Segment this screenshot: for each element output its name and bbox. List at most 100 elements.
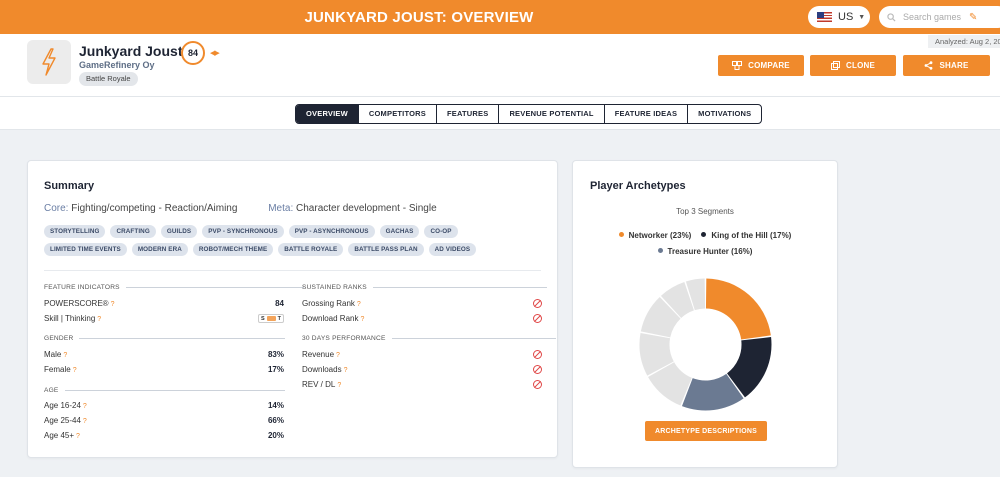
help-icon[interactable]: ?: [72, 367, 77, 374]
feature-tag[interactable]: PVP - SYNCHRONOUS: [202, 225, 284, 238]
tab-competitors[interactable]: COMPETITORS: [357, 105, 436, 123]
powerscore-badge: 84: [181, 41, 205, 65]
archetypes-title: Player Archetypes: [590, 180, 686, 192]
revenue-row: Revenue?: [302, 348, 542, 361]
feature-tag[interactable]: GUILDS: [160, 225, 198, 238]
feature-tag[interactable]: BATTLE PASS PLAN: [348, 243, 424, 256]
donut-segment-4[interactable]: [648, 362, 692, 406]
legend-label: King of the Hill (17%): [711, 231, 792, 240]
help-icon[interactable]: ?: [337, 382, 342, 389]
help-icon[interactable]: ?: [110, 301, 115, 308]
donut-segment-2[interactable]: [727, 337, 772, 398]
powerscore-value: 84: [275, 299, 284, 308]
help-icon[interactable]: ?: [97, 316, 102, 323]
skill-thinking-indicator: S T: [257, 314, 284, 323]
feature-tag[interactable]: MODERN ERA: [131, 243, 188, 256]
help-icon[interactable]: ?: [82, 418, 87, 425]
search-input[interactable]: Search games: [903, 12, 962, 22]
legend-item-king-of-the-hill: King of the Hill (17%): [701, 231, 791, 240]
age-label: AGE: [44, 387, 285, 394]
tab-motivations[interactable]: MOTIVATIONS: [687, 105, 761, 123]
feature-tag[interactable]: GACHAS: [379, 225, 420, 238]
row-label: Age 45+: [44, 431, 75, 440]
summary-card: Summary Core: Fighting/competing - React…: [27, 160, 558, 458]
age-row-45-plus: Age 45+? 20%: [44, 429, 284, 442]
top-bar: JUNKYARD JOUST: OVERVIEW US ▼ Search gam…: [0, 0, 1000, 34]
donut-segment-6[interactable]: [640, 296, 681, 338]
tab-bar: OVERVIEW COMPETITORS FEATURES REVENUE PO…: [0, 97, 1000, 130]
archetype-donut-chart: [639, 278, 772, 411]
share-button[interactable]: SHARE: [903, 55, 990, 76]
donut-segment-3[interactable]: [681, 373, 744, 411]
tabs: OVERVIEW COMPETITORS FEATURES REVENUE PO…: [295, 104, 763, 124]
legend-dot: [657, 248, 663, 254]
archetypes-subtitle: Top 3 Segments: [676, 207, 734, 216]
feature-tag[interactable]: AD VIDEOS: [428, 243, 477, 256]
help-icon[interactable]: ?: [63, 352, 68, 359]
skill-thinking-label: Skill | Thinking: [44, 314, 96, 323]
archetype-legend-row-1: Networker (23%) King of the Hill (17%): [573, 231, 837, 240]
legend-dot: [701, 232, 707, 238]
row-label: Age 16-24: [44, 401, 81, 410]
tab-feature-ideas[interactable]: FEATURE IDEAS: [603, 105, 687, 123]
not-available-icon: [533, 350, 542, 359]
summary-title: Summary: [44, 180, 95, 192]
archetype-descriptions-button[interactable]: ARCHETYPE DESCRIPTIONS: [645, 421, 767, 441]
help-icon[interactable]: ?: [360, 316, 365, 323]
row-label: Download Rank: [302, 314, 359, 323]
us-flag-icon: [817, 12, 832, 22]
game-name: Junkyard Joust: [79, 43, 183, 59]
donut-segment-5[interactable]: [639, 332, 674, 376]
archetype-legend-row-2: Treasure Hunter (16%): [573, 247, 837, 256]
edit-icon[interactable]: ✎: [969, 11, 978, 23]
section-label-text: SUSTAINED RANKS: [302, 284, 367, 291]
help-icon[interactable]: ?: [356, 301, 361, 308]
help-icon[interactable]: ?: [82, 403, 87, 410]
meta-value: Character development - Single: [296, 203, 437, 214]
skill-level-bar: [266, 316, 276, 321]
feature-tag[interactable]: LIMITED TIME EVENTS: [44, 243, 127, 256]
tab-features[interactable]: FEATURES: [435, 105, 498, 123]
clone-button[interactable]: CLONE: [810, 55, 896, 76]
feature-tag[interactable]: ROBOT/MECH THEME: [192, 243, 274, 256]
game-developer[interactable]: GameRefinery Oy: [79, 60, 155, 70]
not-available-icon: [533, 365, 542, 374]
meta-label: Meta:: [268, 203, 294, 214]
thinking-letter: T: [277, 315, 281, 322]
feature-indicators-label: FEATURE INDICATORS: [44, 284, 304, 291]
row-label: Downloads: [302, 365, 342, 374]
tab-revenue-potential[interactable]: REVENUE POTENTIAL: [498, 105, 603, 123]
gender-label: GENDER: [44, 335, 286, 342]
row-label: Grossing Rank: [302, 299, 355, 308]
help-icon[interactable]: ?: [343, 367, 348, 374]
age-row-25-44: Age 25-44? 66%: [44, 414, 284, 427]
feature-tag[interactable]: PVP - ASYNCHRONOUS: [288, 225, 375, 238]
help-icon[interactable]: ?: [336, 352, 340, 359]
tab-overview[interactable]: OVERVIEW: [296, 105, 358, 123]
row-label: Revenue: [302, 350, 335, 359]
region-selector[interactable]: US ▼: [808, 6, 870, 28]
compare-icon: [732, 61, 743, 70]
legend-item-networker: Networker (23%): [618, 231, 691, 240]
donut-segment-7[interactable]: [660, 281, 694, 318]
section-label-text: FEATURE INDICATORS: [44, 284, 120, 291]
performance-label: 30 DAYS PERFORMANCE: [302, 335, 556, 342]
section-label-text: AGE: [44, 387, 59, 394]
compare-button[interactable]: COMPARE: [718, 55, 804, 76]
feature-tag[interactable]: STORYTELLING: [44, 225, 106, 238]
legend-dot: [618, 232, 624, 238]
row-label: Female: [44, 365, 71, 374]
skill-letter: S: [260, 315, 265, 322]
donut-segment-8[interactable]: [685, 278, 706, 311]
feature-tag[interactable]: CO-OP: [424, 225, 458, 238]
feature-tag[interactable]: BATTLE ROYALE: [278, 243, 344, 256]
feature-tag[interactable]: CRAFTING: [110, 225, 156, 238]
legend-item-treasure-hunter: Treasure Hunter (16%): [657, 247, 753, 256]
grossing-rank-row: Grossing Rank?: [302, 297, 542, 310]
rev-per-dl-row: REV / DL?: [302, 378, 542, 391]
help-icon[interactable]: ?: [76, 433, 80, 440]
donut-segment-1[interactable]: [705, 278, 771, 340]
legend-label: Treasure Hunter (16%): [667, 247, 753, 256]
search-box[interactable]: Search games ✎: [879, 6, 1000, 28]
share-label: SHARE: [939, 61, 969, 70]
